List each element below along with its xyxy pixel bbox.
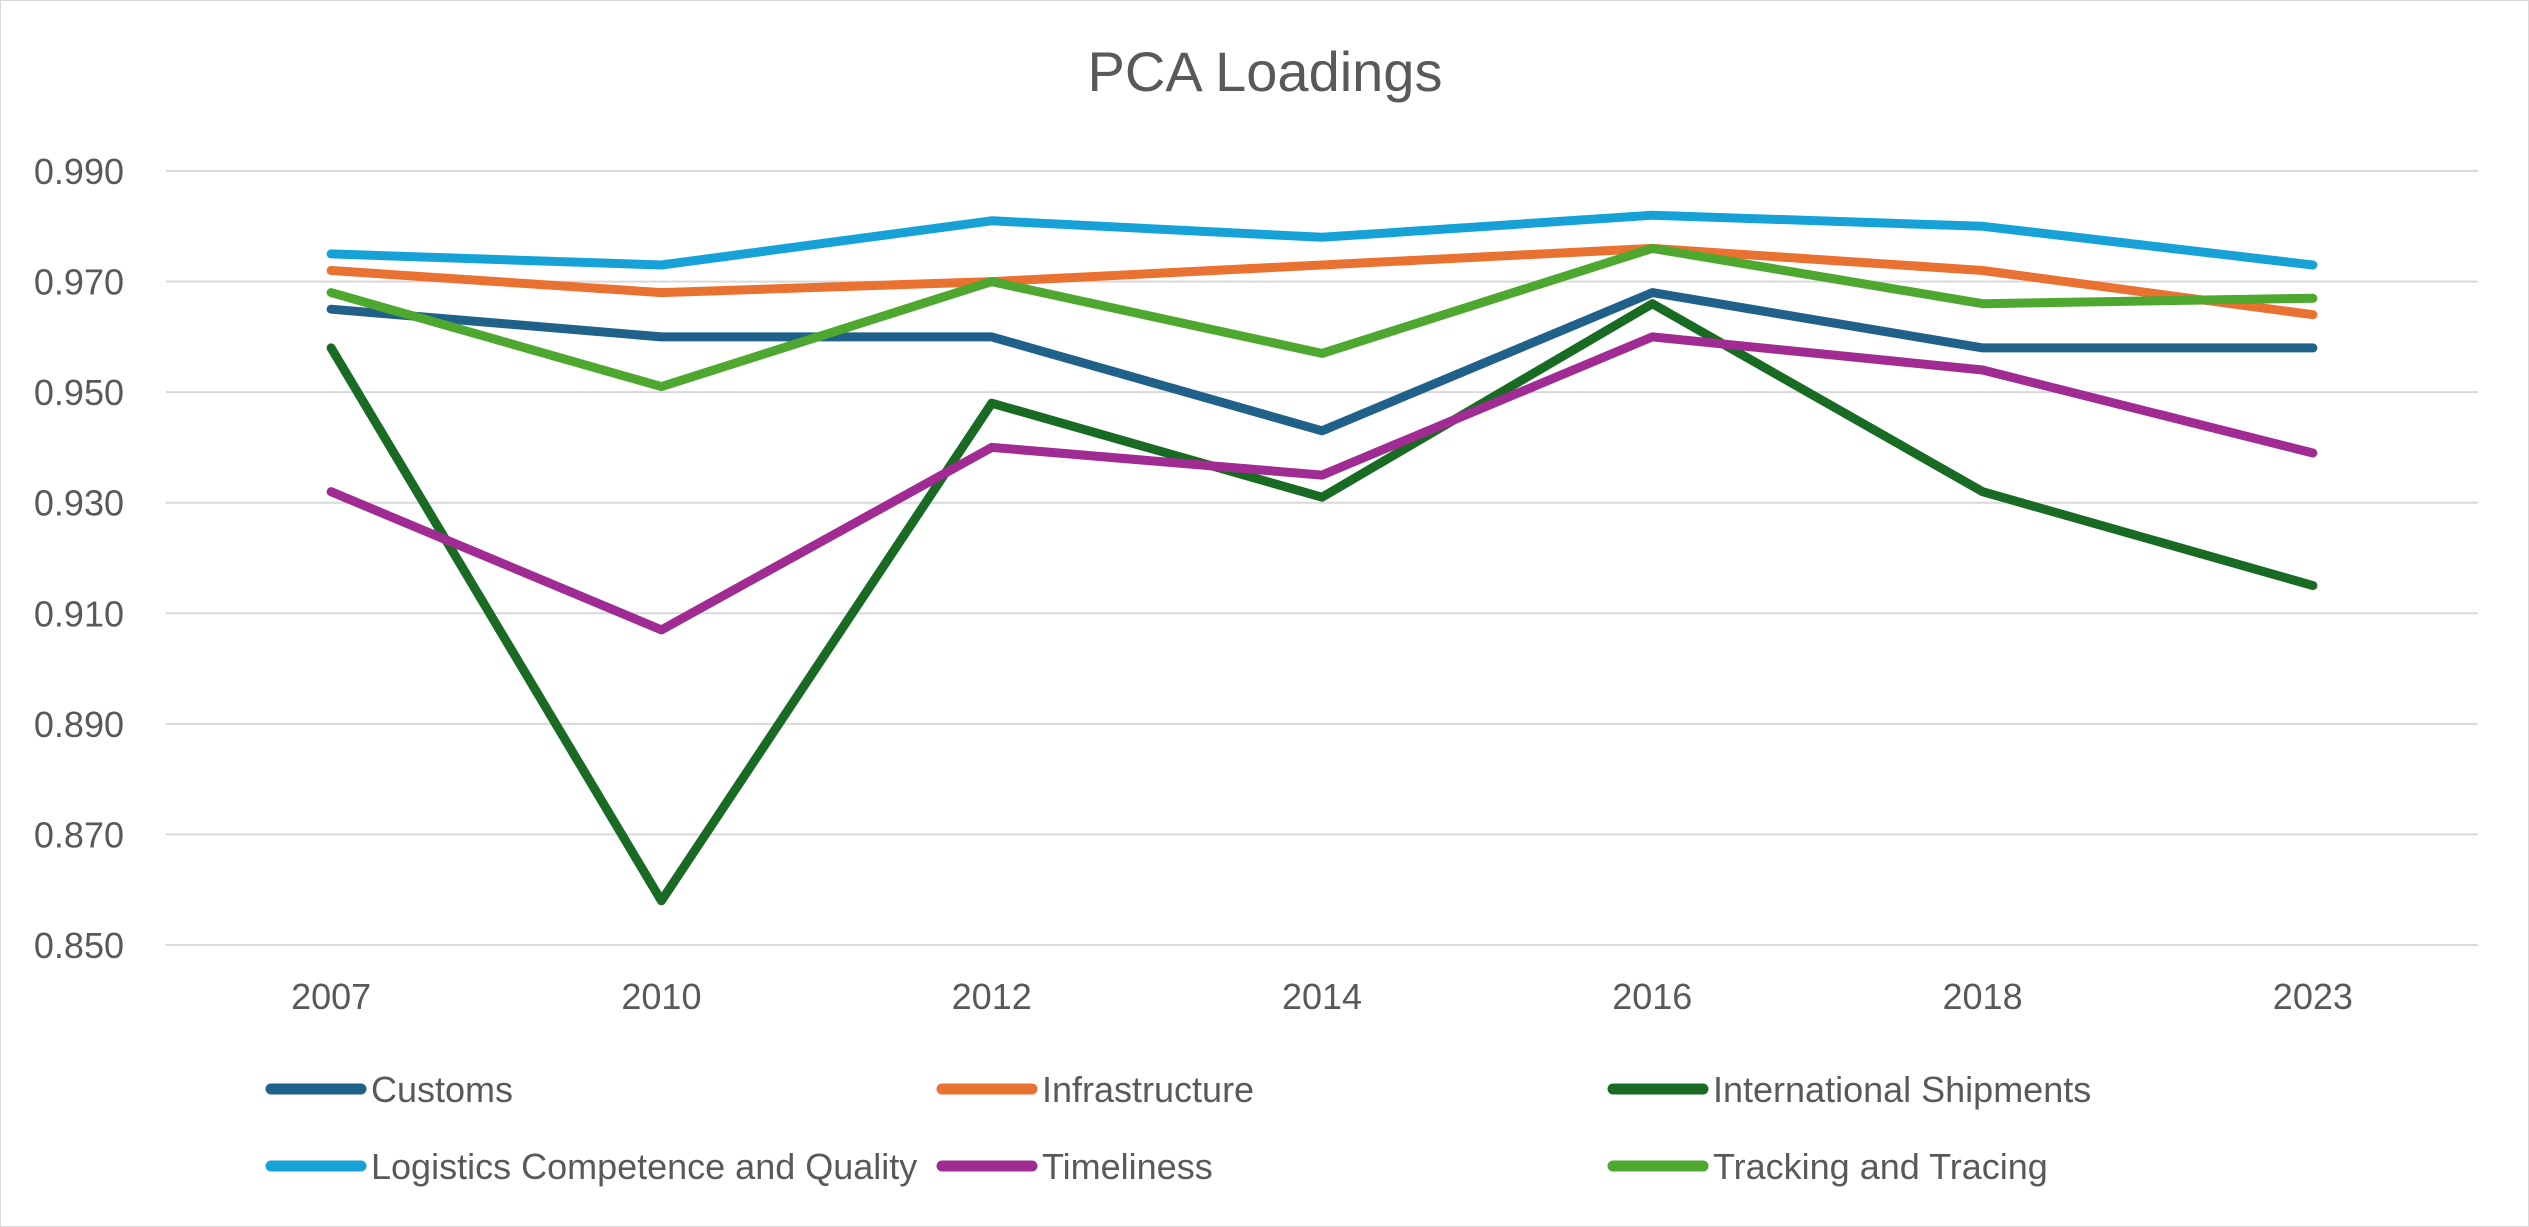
legend-item: Customs [265,1069,513,1110]
series-line-tracking-and-tracing [326,243,2318,392]
x-tick-label: 2016 [1612,976,1692,1017]
chart-title: PCA Loadings [1088,40,1443,103]
series-line-infrastructure [326,243,2318,320]
series-lines [326,210,2318,906]
legend-label: International Shipments [1713,1069,2091,1110]
y-tick-label: 0.910 [34,593,124,634]
legend-label: Timeliness [1042,1146,1213,1187]
y-tick-label: 0.850 [34,925,124,966]
legend: Customs Infrastructure International Shipm… [265,1069,2091,1187]
legend-label: Customs [371,1069,513,1110]
legend-label: Logistics Competence and Quality [371,1146,917,1187]
x-tick-label: 2007 [291,976,371,1017]
series-line-logistics-competence-and-quality [326,210,2318,270]
legend-item: Logistics Competence and Quality [265,1146,917,1187]
legend-item: Tracking and Tracing [1607,1146,2048,1187]
x-tick-label: 2010 [621,976,701,1017]
y-axis-tick-labels: 0.990 0.970 0.950 0.930 0.910 0.890 0.870 0.850 [34,151,124,966]
legend-item: Infrastructure [936,1069,1254,1110]
series-line-international-shipments [326,299,2318,906]
legend-label: Tracking and Tracing [1713,1146,2048,1187]
y-tick-label: 0.990 [34,151,124,192]
y-tick-label: 0.970 [34,262,124,303]
x-tick-label: 2018 [1943,976,2023,1017]
x-tick-label: 2023 [2273,976,2353,1017]
y-tick-label: 0.890 [34,704,124,745]
series-line-timeliness [326,332,2318,635]
y-tick-label: 0.950 [34,372,124,413]
x-axis-tick-labels: 2007 2010 2012 2014 2016 2018 2023 [291,976,2353,1017]
x-tick-label: 2012 [952,976,1032,1017]
legend-item: Timeliness [936,1146,1213,1187]
y-tick-label: 0.870 [34,814,124,855]
legend-item: International Shipments [1607,1069,2091,1110]
series-line-customs [326,288,2318,436]
legend-label: Infrastructure [1042,1069,1254,1110]
x-tick-label: 2014 [1282,976,1362,1017]
y-tick-label: 0.930 [34,483,124,524]
